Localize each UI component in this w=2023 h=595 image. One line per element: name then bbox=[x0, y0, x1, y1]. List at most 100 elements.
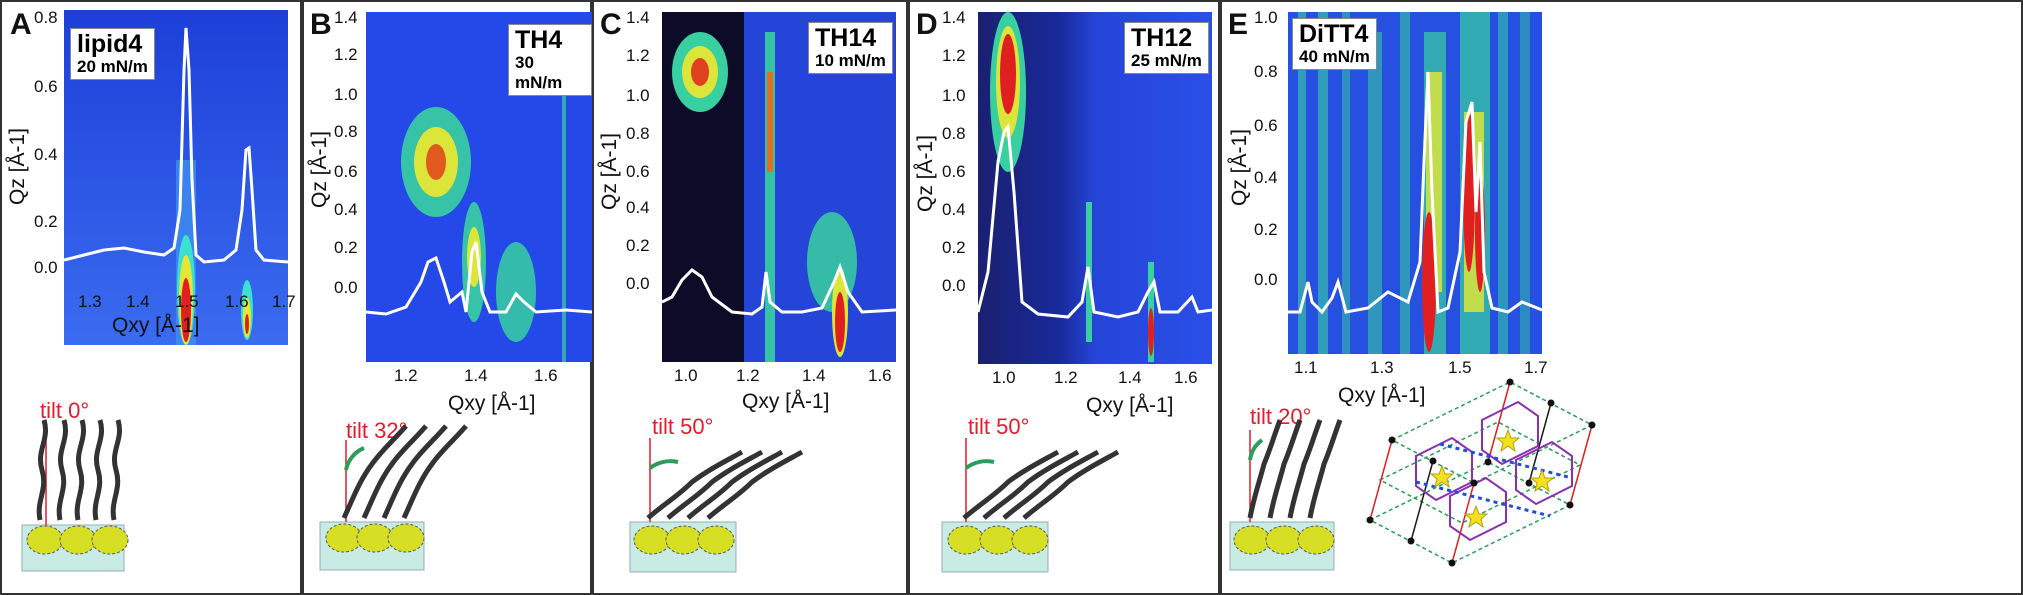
y-tick: 0.2 bbox=[34, 212, 58, 231]
y-tick: 0.6 bbox=[334, 162, 358, 181]
surface-pressure: 20 mN/m bbox=[77, 57, 148, 76]
y-tick: 1.2 bbox=[334, 45, 358, 64]
x-tick: 1.1 bbox=[1294, 358, 1318, 377]
x-tick: 1.5 bbox=[175, 292, 199, 311]
x-tick: 1.6 bbox=[225, 292, 249, 311]
y-tick: 0.4 bbox=[942, 200, 966, 219]
x-axis-label: Qxy [Å-1] bbox=[1338, 384, 1426, 407]
x-tick: 1.4 bbox=[1118, 368, 1142, 387]
panel-letter: E bbox=[1228, 8, 1249, 41]
x-tick: 1.4 bbox=[464, 366, 488, 385]
y-axis-label: Qz [Å-1] bbox=[6, 127, 29, 205]
x-tick: 1.5 bbox=[1448, 358, 1472, 377]
y-tick: 0.8 bbox=[626, 124, 650, 143]
heatmap-image bbox=[366, 12, 592, 362]
panel-letter: A bbox=[10, 8, 32, 41]
panel-d: D TH12 25 mN/m 1.4 1.2 1.0 0.8 0.6 0.4 0… bbox=[908, 0, 1220, 595]
y-axis-label: Qz [Å-1] bbox=[914, 134, 937, 212]
panel-letter: B bbox=[310, 8, 332, 41]
tilt-angle: tilt 50° bbox=[652, 414, 714, 439]
x-tick: 1.6 bbox=[868, 366, 892, 385]
panel-letter: C bbox=[600, 8, 622, 41]
sample-name: DiTT4 bbox=[1299, 20, 1369, 48]
sample-name: TH12 bbox=[1131, 24, 1193, 52]
panel-a-frame bbox=[0, 0, 302, 595]
x-axis-label: Qxy [Å-1] bbox=[1086, 394, 1174, 417]
y-tick: 0.0 bbox=[626, 274, 650, 293]
tilt-angle: tilt 50° bbox=[968, 414, 1030, 439]
y-tick: 1.0 bbox=[334, 85, 358, 104]
y-tick: 0.2 bbox=[334, 238, 358, 257]
gixd-heatmap bbox=[366, 12, 592, 362]
y-tick: 1.4 bbox=[626, 8, 650, 27]
y-tick: 0.4 bbox=[34, 145, 58, 164]
y-tick: 0.6 bbox=[626, 162, 650, 181]
y-tick: 0.4 bbox=[1254, 168, 1278, 187]
y-tick: 0.6 bbox=[942, 162, 966, 181]
y-tick: 0.0 bbox=[334, 278, 358, 297]
y-tick: 0.8 bbox=[34, 8, 58, 27]
tilt-angle: tilt 32° bbox=[346, 418, 408, 443]
panel-c: C TH14 10 mN/m 1.4 1.2 1.0 0.8 0.6 0.4 0… bbox=[592, 0, 908, 595]
x-tick: 1.7 bbox=[1524, 358, 1548, 377]
x-axis-label: Qxy [Å-1] bbox=[448, 392, 536, 415]
y-tick: 1.4 bbox=[334, 8, 358, 27]
x-tick: 1.4 bbox=[802, 366, 826, 385]
y-tick: 1.0 bbox=[1254, 8, 1278, 27]
sample-name: TH4 bbox=[515, 26, 563, 54]
y-tick: 0.4 bbox=[626, 198, 650, 217]
panel-b: B TH4 30 mN/m 1.4 1.2 1.0 0.8 0.6 0.4 0.… bbox=[302, 0, 592, 595]
y-tick: 0.8 bbox=[1254, 62, 1278, 81]
panel-letter: D bbox=[916, 8, 938, 41]
x-axis-label: Qxy [Å-1] bbox=[112, 314, 200, 337]
sample-label: lipid4 20 mN/m bbox=[70, 28, 155, 80]
sample-label: TH14 10 mN/m bbox=[808, 22, 893, 74]
y-tick: 1.4 bbox=[942, 8, 966, 27]
x-tick: 1.2 bbox=[394, 366, 418, 385]
y-tick: 0.6 bbox=[1254, 116, 1278, 135]
x-tick: 1.4 bbox=[126, 292, 150, 311]
x-tick: 1.7 bbox=[272, 292, 296, 311]
sample-name: TH14 bbox=[815, 24, 877, 52]
surface-pressure: 10 mN/m bbox=[815, 51, 886, 70]
y-axis-label: Qz [Å-1] bbox=[598, 132, 621, 210]
y-tick: 0.2 bbox=[1254, 220, 1278, 239]
y-axis-label: Qz [Å-1] bbox=[1228, 128, 1251, 206]
y-tick: 0.2 bbox=[626, 236, 650, 255]
x-tick: 1.0 bbox=[674, 366, 698, 385]
x-tick: 1.6 bbox=[534, 366, 558, 385]
x-axis-label: Qxy [Å-1] bbox=[742, 390, 830, 413]
surface-pressure: 25 mN/m bbox=[1131, 51, 1202, 70]
y-tick: 0.0 bbox=[34, 258, 58, 277]
y-tick: 1.2 bbox=[942, 46, 966, 65]
x-tick: 1.0 bbox=[992, 368, 1016, 387]
gixd-heatmap bbox=[64, 10, 288, 345]
y-tick: 0.0 bbox=[1254, 270, 1278, 289]
y-tick: 1.0 bbox=[942, 86, 966, 105]
x-tick: 1.6 bbox=[1174, 368, 1198, 387]
x-tick: 1.2 bbox=[1054, 368, 1078, 387]
y-tick: 0.0 bbox=[942, 276, 966, 295]
y-tick: 0.8 bbox=[334, 122, 358, 141]
panel-c-frame bbox=[592, 0, 908, 595]
surface-pressure: 40 mN/m bbox=[1299, 47, 1370, 66]
panel-e: E DiTT4 40 mN/m 1.0 0.8 0.6 0.4 0.2 0.0 … bbox=[1220, 0, 2023, 595]
sample-name: lipid4 bbox=[77, 30, 143, 58]
panel-a: A lipid4 20 mN/m 0.8 0.6 0.4 0.2 0.0 1.3… bbox=[0, 0, 302, 595]
y-tick: 1.0 bbox=[626, 86, 650, 105]
surface-pressure: 30 mN/m bbox=[515, 53, 563, 92]
heatmap-image bbox=[64, 10, 288, 345]
tilt-angle: tilt 20° bbox=[1250, 404, 1312, 429]
tilt-angle: tilt 0° bbox=[40, 398, 90, 423]
y-axis-label: Qz [Å-1] bbox=[308, 130, 331, 208]
y-tick: 1.2 bbox=[626, 46, 650, 65]
y-tick: 0.6 bbox=[34, 77, 58, 96]
x-tick: 1.3 bbox=[78, 292, 102, 311]
y-tick: 0.4 bbox=[334, 200, 358, 219]
panel-e-frame bbox=[1220, 0, 2023, 595]
sample-label: TH4 30 mN/m bbox=[508, 24, 592, 96]
x-tick: 1.2 bbox=[736, 366, 760, 385]
sample-label: DiTT4 40 mN/m bbox=[1292, 18, 1377, 70]
x-tick: 1.3 bbox=[1370, 358, 1394, 377]
y-tick: 0.8 bbox=[942, 124, 966, 143]
